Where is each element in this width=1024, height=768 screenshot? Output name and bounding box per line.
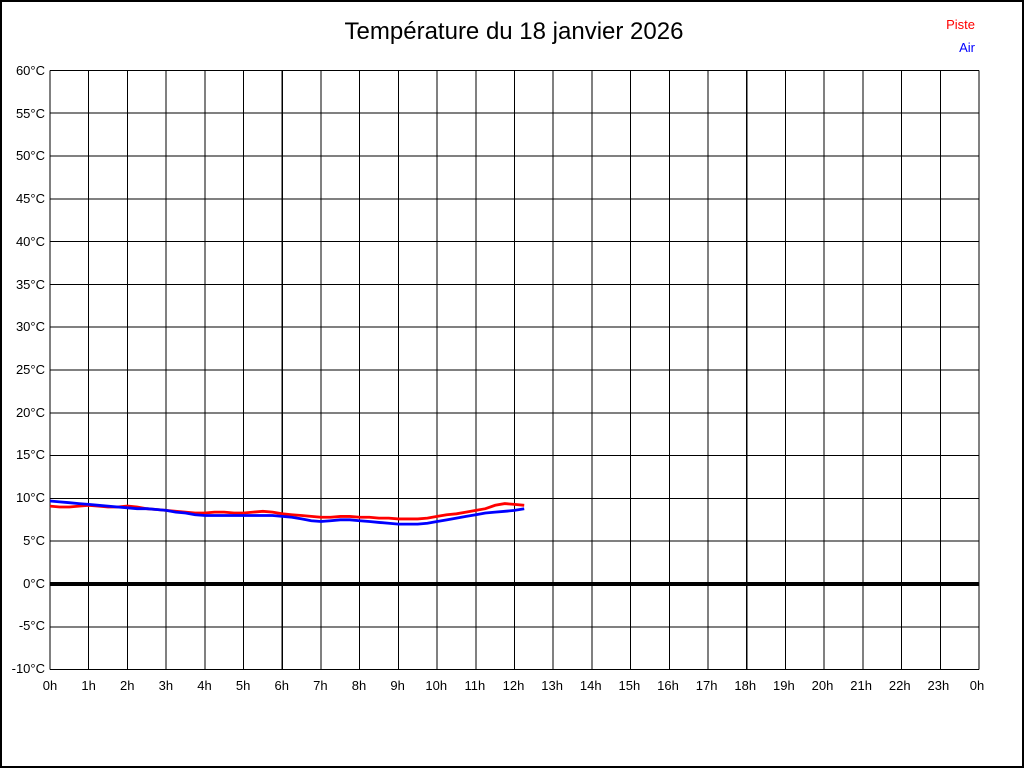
x-axis-tick-label: 20h [811, 678, 834, 693]
x-axis-tick-label: 12h [502, 678, 525, 693]
x-axis-tick-label: 19h [773, 678, 795, 693]
x-axis-tick-label: 5h [235, 678, 251, 693]
x-axis-tick-label: 17h [695, 678, 718, 693]
y-axis-tick-label: 40°C [15, 233, 45, 249]
legend: Piste Air [946, 13, 975, 59]
legend-item-piste: Piste [946, 17, 975, 32]
y-axis-tick-label: -5°C [18, 618, 45, 634]
y-axis-tick-label: 15°C [15, 447, 45, 463]
x-axis-tick-label: 6h [274, 678, 289, 693]
x-axis-tick-label: 4h [197, 678, 212, 693]
y-axis-tick-label: 30°C [15, 319, 45, 335]
y-axis-tick-label: 35°C [15, 276, 45, 292]
chart-title: Température du 18 janvier 2026 [344, 18, 684, 45]
x-axis-tick-label: 0h [42, 678, 58, 693]
grid-lines [49, 69, 980, 671]
x-axis-tick-label: 16h [657, 678, 679, 693]
y-axis-tick-label: 25°C [15, 362, 45, 377]
x-axis-tick-label: 14h [579, 678, 602, 693]
x-axis-tick-label: 23h [927, 678, 950, 693]
x-axis-tick-label: 10h [425, 678, 448, 693]
x-axis-tick-label: 13h [541, 678, 563, 693]
y-axis-tick-label: 55°C [15, 105, 45, 121]
x-axis-tick-label: 15h [618, 678, 641, 693]
y-axis-tick-label: 10°C [15, 490, 45, 506]
y-axis-tick-label: 60°C [15, 63, 45, 78]
x-axis-tick-label: 21h [850, 678, 872, 693]
y-axis-tick-label: 50°C [15, 148, 45, 164]
x-axis-tick-label: 11h [464, 678, 486, 693]
y-axis-tick-label: 0°C [23, 575, 45, 591]
y-axis-tick-label: 20°C [15, 404, 45, 420]
x-axis-tick-label: 18h [734, 678, 757, 693]
y-axis-tick-label: 45°C [15, 191, 45, 207]
x-axis-tick-label: 2h [120, 678, 135, 693]
x-axis-tick-label: 0h [969, 678, 985, 693]
y-axis-tick-label: 5°C [23, 532, 45, 548]
temperature-plot [49, 69, 980, 671]
series-line-air [49, 499, 525, 526]
x-axis-tick-label: 7h [313, 678, 328, 693]
x-axis-tick-label: 8h [351, 678, 367, 693]
x-axis-tick-label: 3h [158, 678, 174, 693]
series-line-piste [49, 502, 525, 521]
x-axis-tick-label: 9h [390, 678, 405, 693]
y-axis-tick-label: -10°C [11, 661, 45, 676]
x-axis-tick-label: 22h [888, 678, 911, 693]
x-axis-tick-label: 1h [81, 678, 96, 693]
legend-item-air: Air [959, 40, 975, 55]
